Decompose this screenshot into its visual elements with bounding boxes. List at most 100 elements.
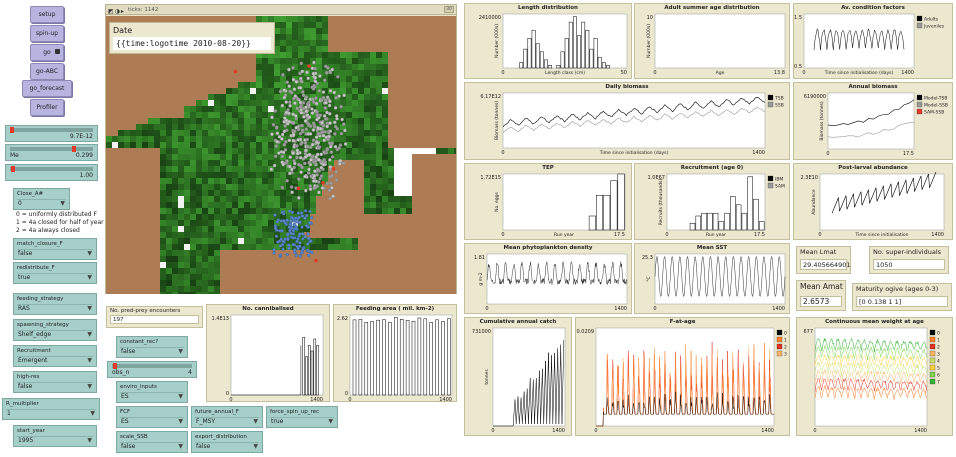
chooser-select[interactable]: 1 ▼ — [6, 409, 96, 417]
bar — [603, 195, 611, 231]
chooser-select[interactable]: 0 ▼ — [17, 199, 66, 207]
f-slider[interactable]: 9.7E-12 — [5, 125, 98, 142]
legend-swatch — [916, 94, 923, 101]
redistribute-f-chooser[interactable]: redistribute_F true ▼ — [13, 262, 97, 284]
profiler-button[interactable]: Profiler — [30, 99, 64, 116]
chooser-select[interactable]: RAS ▼ — [17, 304, 93, 312]
chooser-select[interactable]: Shelf_edge ▼ — [17, 330, 93, 338]
world-map[interactable] — [106, 16, 456, 294]
high-res-chooser[interactable]: high-res false ▼ — [13, 371, 97, 393]
bar — [447, 318, 451, 396]
bar — [695, 215, 701, 231]
slider-thumb[interactable] — [113, 363, 117, 369]
scale-slider[interactable]: 1.00 — [5, 164, 98, 181]
bar — [753, 198, 759, 231]
view-controls-icon[interactable]: ◩◑▸ — [108, 8, 125, 15]
bar — [712, 212, 719, 231]
x-max-label: 17.5 — [614, 232, 625, 238]
x-max-label: 1400 — [772, 306, 785, 312]
chooser-select[interactable]: ES ▼ — [120, 417, 184, 425]
legend-swatch — [767, 182, 774, 189]
slider-thumb[interactable] — [10, 127, 14, 133]
plot-phyto: Mean phytoplankton density 1.81 0 1400 g m-2 — [464, 243, 632, 314]
chevron-down-icon: ▼ — [87, 383, 92, 390]
legend-label: Model-SSB — [924, 103, 948, 109]
slider-track[interactable] — [10, 128, 93, 132]
chooser-select[interactable]: Emergent ▼ — [17, 356, 93, 364]
go-button[interactable]: go — [30, 44, 64, 61]
closure-chooser[interactable]: Close_A# 0 ▼ — [13, 188, 70, 210]
y-axis-label: Number (000s) — [494, 24, 500, 58]
go-forecast-button[interactable]: go_forecast — [22, 80, 72, 97]
match-closure-f-chooser[interactable]: match_closure_F false ▼ — [13, 238, 97, 260]
legend-label: 3 — [784, 352, 787, 358]
chooser-select[interactable]: false ▼ — [120, 442, 184, 450]
slider-track[interactable] — [10, 167, 93, 171]
enviro-inputs-chooser[interactable]: enviro_inputs ES ▼ — [116, 381, 188, 403]
bar — [527, 38, 532, 69]
bar — [741, 212, 748, 231]
chooser-select[interactable]: false ▼ — [17, 249, 93, 257]
x-min-label: 0 — [802, 70, 805, 76]
me-slider[interactable]: Me 0.299 — [5, 144, 98, 161]
slider-track[interactable] — [112, 364, 192, 368]
export-distribution-chooser[interactable]: export_distribution false ▼ — [191, 431, 263, 453]
feeding-strategy-chooser[interactable]: feeding_strategy RAS ▼ — [13, 293, 97, 315]
weight-age-7-series — [814, 337, 928, 353]
slider-thumb[interactable] — [72, 146, 76, 152]
obs-n-slider[interactable]: obs_n 4 — [107, 361, 197, 378]
legend-label: 1 — [784, 338, 787, 344]
chooser-select[interactable]: F_MSY ▼ — [195, 417, 259, 425]
bar — [606, 65, 610, 69]
speed-badge[interactable]: 30 — [444, 6, 454, 13]
weight-age-5-series — [814, 353, 928, 368]
y-axis-label: g m-2 — [478, 272, 484, 285]
sea-cells — [106, 16, 456, 294]
slider-thumb[interactable] — [11, 166, 15, 172]
spin-up-button[interactable]: spin-up — [30, 25, 64, 42]
start-year-chooser[interactable]: start_year 1995 ▼ — [13, 425, 97, 447]
bar — [596, 195, 604, 231]
bar — [429, 322, 433, 396]
chooser-select[interactable]: true ▼ — [270, 417, 334, 425]
bar — [313, 338, 317, 396]
bar — [718, 221, 725, 231]
legend-label: IBM — [775, 177, 783, 183]
plot-feeding-area-svg: 2.62 00 1400 — [337, 314, 453, 403]
chooser-select[interactable]: true ▼ — [17, 273, 93, 281]
x-max-label: 1400 — [914, 428, 927, 434]
chooser-select[interactable]: 1995 ▼ — [17, 436, 93, 444]
chooser-select[interactable]: ES ▼ — [120, 392, 184, 400]
phytoplankton-series — [486, 261, 628, 286]
spawning-strategy-chooser[interactable]: spawning_strategy Shelf_edge ▼ — [13, 319, 97, 341]
chooser-select[interactable]: false ▼ — [17, 382, 93, 390]
plot-length-distribution: Length distribution 2410000 0 50 Length clas… — [464, 3, 632, 79]
constant-rec-chooser[interactable]: constant_rec? false ▼ — [116, 336, 188, 358]
scale-ssb-chooser[interactable]: scale_SSB false ▼ — [116, 431, 188, 453]
x-min-label: 0 — [501, 232, 504, 238]
x-max-label: 17.5 — [903, 151, 914, 157]
bar — [376, 319, 380, 396]
setup-button[interactable]: setup — [30, 6, 64, 23]
plot-phyto-svg: 1.81 0 1400 g m-2 — [474, 253, 628, 312]
chooser-select[interactable]: false ▼ — [120, 347, 184, 355]
legend-label: TSB — [774, 96, 784, 102]
legend-swatch — [776, 350, 783, 357]
go-abc-button[interactable]: go-ABC — [30, 63, 64, 80]
plot-length-distribution-svg: 2410000 0 50 Length class (cm) Number (000s) — [479, 13, 628, 76]
force-spin-up-rec-chooser[interactable]: force_spin_up_rec true ▼ — [266, 406, 338, 428]
recruitment-chooser[interactable]: Recruitment Emergent ▼ — [13, 345, 97, 367]
legend-swatch — [916, 108, 923, 115]
y-max-label: 677 — [803, 329, 813, 335]
legend-label: 2 — [937, 345, 940, 351]
r-multiplier-chooser[interactable]: R_multiplier 1 ▼ — [2, 398, 100, 420]
future-annual-f-chooser[interactable]: future_annual_F F_MSY ▼ — [191, 406, 263, 428]
bar — [758, 221, 765, 231]
chooser-select[interactable]: false ▼ — [195, 442, 259, 450]
fcf-chooser[interactable]: FCF ES ▼ — [116, 406, 188, 428]
slider-track[interactable] — [10, 147, 93, 151]
catch-series — [493, 339, 565, 427]
x-min-label: 0 — [818, 232, 821, 238]
bar — [417, 317, 422, 396]
